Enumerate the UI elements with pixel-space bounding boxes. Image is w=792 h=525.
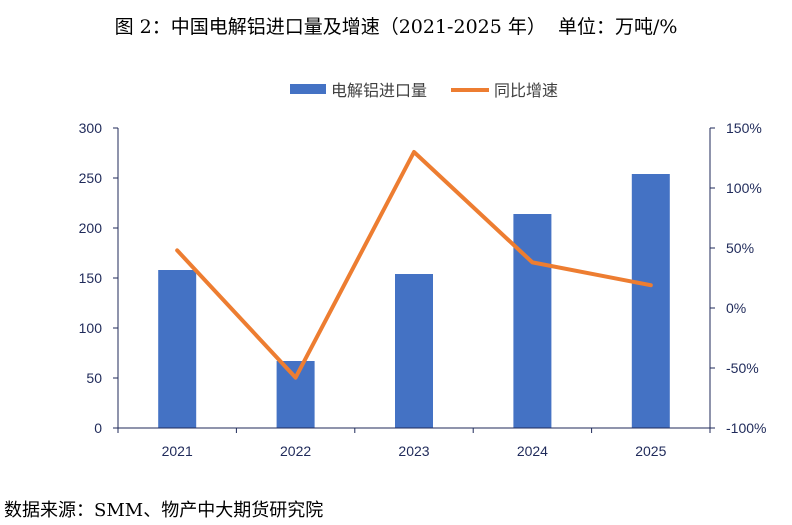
x-tick-label: 2025 [635, 443, 666, 459]
left-tick-label: 250 [79, 170, 103, 186]
bar-2024 [513, 214, 552, 428]
right-tick-label: 50% [726, 240, 754, 256]
right-tick-label: 100% [726, 180, 762, 196]
chart-title: 图 2：中国电解铝进口量及增速（2021-2025 年） 单位：万吨/% [114, 16, 678, 38]
bar-2023 [395, 274, 433, 428]
right-tick-label: -100% [726, 420, 766, 436]
x-tick-label: 2022 [280, 443, 311, 459]
x-axis-ticks: 2021 2022 2023 2024 2025 [117, 428, 711, 459]
chart-area: 电解铝进口量 同比增速 0 50 100 150 200 250 300 -100% -50%… [79, 82, 767, 459]
x-tick-label: 2024 [517, 443, 548, 459]
right-tick-label: -50% [726, 360, 759, 376]
left-tick-label: 100 [79, 320, 103, 336]
right-tick-label: 0% [726, 300, 746, 316]
bar-2025 [631, 174, 670, 428]
x-tick-label: 2023 [398, 443, 429, 459]
bar-2021 [158, 270, 197, 428]
legend-label-bar: 电解铝进口量 [331, 82, 427, 100]
source-note: 数据来源：SMM、物产中大期货研究院 [4, 500, 324, 521]
left-axis-ticks: 0 50 100 150 200 250 300 [79, 120, 118, 436]
x-tick-label: 2021 [162, 443, 193, 459]
left-tick-label: 300 [79, 120, 103, 136]
legend-swatch-bar [290, 84, 326, 94]
right-axis-ticks: -100% -50% 0% 50% 100% 150% [710, 120, 766, 436]
left-tick-label: 0 [94, 420, 102, 436]
left-tick-label: 200 [79, 220, 103, 236]
legend-label-line: 同比增速 [494, 82, 558, 100]
left-tick-label: 150 [79, 270, 103, 286]
bar-series [158, 174, 670, 428]
legend: 电解铝进口量 同比增速 [290, 82, 558, 100]
right-tick-label: 150% [726, 120, 762, 136]
line-series [175, 150, 653, 380]
left-tick-label: 50 [86, 370, 102, 386]
bar-2022 [276, 361, 315, 428]
